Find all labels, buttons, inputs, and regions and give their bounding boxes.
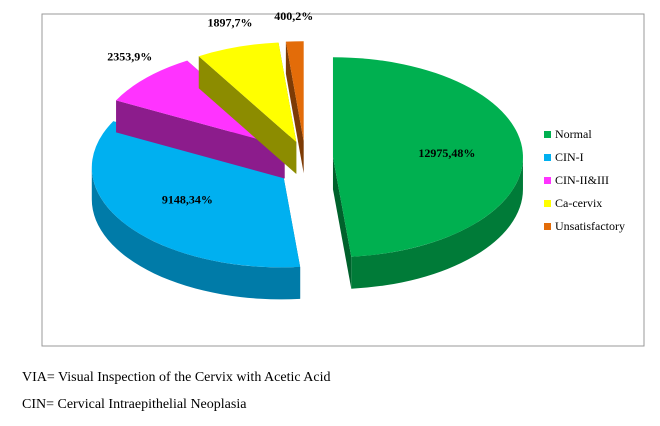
slice [285,41,304,174]
slice-face [332,157,352,289]
legend-swatch [544,177,551,184]
data-label: 12975,48% [418,146,475,160]
slice [198,42,297,175]
slice-side [91,167,301,300]
legend-swatch [544,154,551,161]
slice [332,57,523,289]
slice-top [198,42,297,143]
slice-top [285,41,304,142]
slice-top [91,121,301,268]
data-label: 2353,9% [107,49,152,63]
legend-label: Unsatisfactory [555,219,625,233]
legend-label: Ca-cervix [555,196,602,210]
legend-swatch [544,223,551,230]
slice-face [285,41,304,174]
note: CIN= Cervical Intraepithelial Neoplasia [22,397,247,412]
legend: Normal CIN-I CIN-II&III Ca-cervix Unsatisfac… [544,127,625,233]
legend-label: CIN-I [555,150,584,164]
legend-label: Normal [555,127,592,141]
slice-side [351,157,523,289]
slice-top [332,57,523,257]
legend-label: CIN-II&III [555,173,609,187]
pie: 12975,48% 9148,34% 2353,9% 1897,7% 400,2% [91,9,523,300]
slice [91,121,301,300]
slice-face [198,56,297,175]
slice-face [116,100,285,179]
legend-swatch [544,200,551,207]
data-label: 400,2% [274,9,313,23]
note: VIA= Visual Inspection of the Cervix wit… [22,370,331,385]
data-label: 9148,34% [162,193,213,207]
data-label: 1897,7% [208,15,253,29]
legend-swatch [544,131,551,138]
